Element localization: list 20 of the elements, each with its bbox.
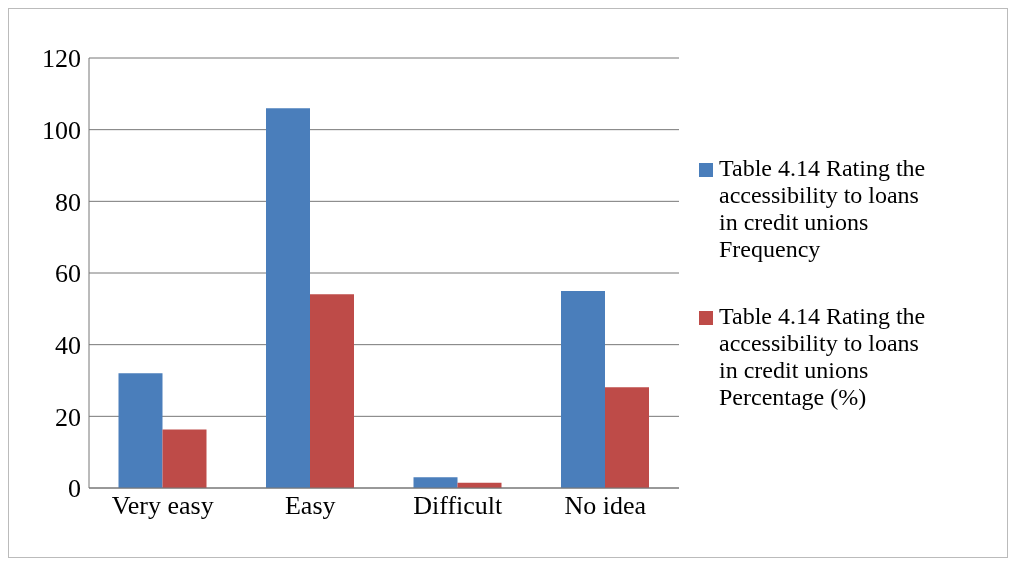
bar [310, 294, 354, 488]
bar [162, 429, 207, 488]
bar [413, 477, 458, 488]
bar [118, 373, 163, 488]
y-tick-label: 60 [55, 259, 81, 289]
y-tick-label: 80 [55, 187, 81, 217]
x-tick-label: Difficult [413, 491, 504, 521]
x-tick-label: Very easy [111, 491, 214, 521]
y-tick-label: 40 [55, 330, 81, 360]
x-tick-label: Easy [284, 491, 336, 521]
bar [266, 108, 310, 488]
y-tick-label: 120 [42, 44, 81, 74]
y-tick-label: 20 [55, 402, 81, 432]
legend-label: Table 4.14 Rating the accessibility to loans in credit unions Percentage (%) [719, 303, 927, 411]
y-tick-label: 0 [68, 474, 81, 504]
x-tick-label: No idea [564, 491, 647, 521]
bar [605, 387, 649, 488]
bar [561, 290, 605, 488]
legend-label: Table 4.14 Rating the accessibility to loans in credit unions Frequency [719, 155, 927, 263]
y-tick-label: 100 [42, 115, 81, 145]
